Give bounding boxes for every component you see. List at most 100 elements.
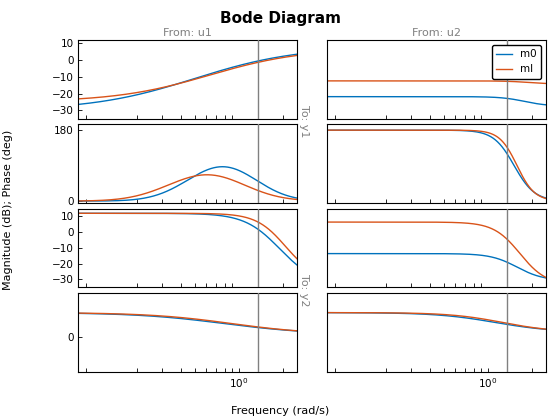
- m0: [241, 62, 248, 67]
- Text: Bode Diagram: Bode Diagram: [220, 10, 340, 26]
- m0: [293, 262, 300, 268]
- ml: [75, 211, 82, 216]
- ml: [293, 197, 300, 202]
- ml: [214, 319, 221, 324]
- ml: [543, 327, 549, 332]
- ml: [241, 215, 248, 220]
- m0: [263, 326, 270, 331]
- m0: [88, 311, 95, 316]
- ml: [463, 79, 470, 84]
- ml: [512, 160, 519, 165]
- m0: [263, 57, 270, 62]
- m0: [490, 95, 497, 100]
- ml: [263, 191, 270, 196]
- ml: [263, 225, 270, 230]
- ml: [88, 211, 95, 216]
- m0: [463, 94, 470, 99]
- m0: [324, 310, 331, 315]
- ml: [457, 79, 464, 84]
- m0: [263, 184, 270, 189]
- m0: [451, 314, 458, 319]
- Title: From: u1: From: u1: [163, 28, 212, 38]
- ml: [451, 313, 458, 318]
- ml: [451, 128, 458, 133]
- Line: ml: ml: [78, 175, 297, 201]
- ml: [208, 318, 214, 323]
- ml: [457, 220, 464, 225]
- m0: [208, 166, 214, 171]
- ml: [463, 314, 470, 319]
- m0: [202, 168, 209, 173]
- Text: To: y1: To: y1: [299, 105, 309, 138]
- m0: [208, 212, 214, 217]
- m0: [208, 71, 214, 76]
- ml: [512, 322, 519, 327]
- ml: [214, 173, 221, 178]
- m0: [338, 94, 344, 99]
- m0: [457, 315, 464, 320]
- m0: [324, 251, 331, 256]
- m0: [463, 315, 470, 320]
- ml: [293, 328, 300, 333]
- Line: m0: m0: [328, 254, 546, 278]
- ml: [490, 318, 497, 323]
- ml: [512, 246, 519, 251]
- m0: [214, 320, 221, 325]
- m0: [463, 128, 470, 133]
- ml: [512, 79, 519, 84]
- ml: [457, 313, 464, 318]
- ml: [202, 74, 209, 79]
- ml: [324, 310, 331, 315]
- ml: [241, 323, 248, 328]
- Line: m0: m0: [78, 213, 297, 265]
- m0: [451, 251, 458, 256]
- m0: [219, 164, 226, 169]
- ml: [293, 53, 300, 58]
- ml: [338, 220, 344, 225]
- Line: ml: ml: [328, 312, 546, 329]
- ml: [490, 79, 497, 84]
- Line: m0: m0: [328, 97, 546, 105]
- ml: [338, 79, 344, 84]
- m0: [543, 276, 549, 281]
- m0: [338, 128, 344, 133]
- m0: [241, 171, 248, 176]
- m0: [324, 94, 331, 99]
- m0: [451, 128, 458, 133]
- m0: [214, 213, 221, 218]
- ml: [202, 172, 209, 177]
- m0: [75, 199, 82, 204]
- Line: ml: ml: [78, 313, 297, 331]
- m0: [543, 102, 549, 108]
- ml: [208, 211, 214, 216]
- m0: [451, 94, 458, 99]
- ml: [543, 81, 549, 86]
- m0: [463, 252, 470, 257]
- ml: [324, 79, 331, 84]
- ml: [293, 256, 300, 261]
- ml: [324, 220, 331, 225]
- Title: From: u2: From: u2: [412, 28, 461, 38]
- ml: [543, 275, 549, 280]
- Line: ml: ml: [328, 81, 546, 84]
- ml: [490, 227, 497, 232]
- m0: [263, 234, 270, 239]
- ml: [451, 220, 458, 225]
- ml: [208, 72, 214, 77]
- m0: [512, 165, 519, 171]
- m0: [208, 319, 214, 324]
- ml: [88, 198, 95, 203]
- m0: [202, 73, 209, 78]
- Line: ml: ml: [78, 213, 297, 259]
- m0: [512, 264, 519, 269]
- ml: [208, 173, 214, 178]
- m0: [324, 128, 331, 133]
- ml: [88, 311, 95, 316]
- m0: [543, 327, 549, 332]
- ml: [338, 128, 344, 133]
- m0: [214, 69, 221, 74]
- ml: [75, 310, 82, 315]
- ml: [451, 79, 458, 84]
- ml: [75, 198, 82, 203]
- Line: m0: m0: [78, 54, 297, 105]
